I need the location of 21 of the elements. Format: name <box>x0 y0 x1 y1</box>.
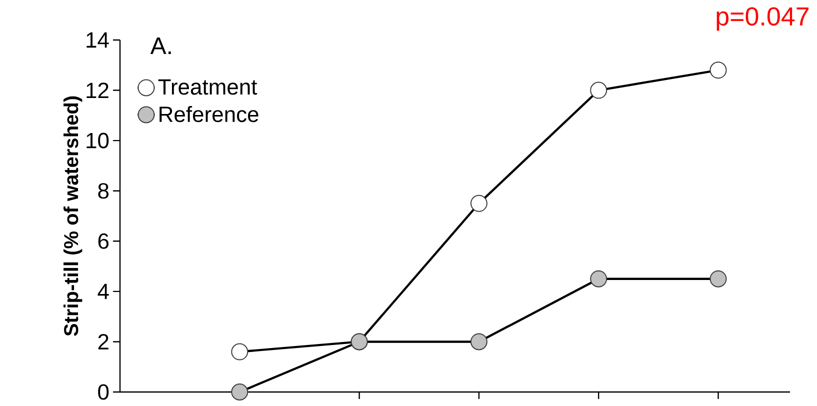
point <box>710 62 727 79</box>
y-tick-label: 2 <box>98 334 108 350</box>
point <box>470 194 488 212</box>
y-tick-label: 6 <box>98 233 109 249</box>
text: p=0.047 <box>716 7 808 31</box>
y-tick-label: 0 <box>98 384 109 400</box>
legend-label: Treatment <box>158 79 258 95</box>
point <box>231 343 248 360</box>
point <box>590 82 608 99</box>
y-tick-label: 12 <box>86 82 108 98</box>
chart-title: A. <box>150 38 171 54</box>
y-axis-title: Strip-till (% of watershed) <box>64 96 82 336</box>
y-tick-label: 14 <box>86 32 109 48</box>
point <box>590 270 608 288</box>
point <box>710 270 727 288</box>
y-tick-label: 8 <box>98 183 109 199</box>
legend-label: Reference <box>160 106 258 122</box>
y-tick-label: 10 <box>86 132 109 148</box>
y-tick-label: 4 <box>98 284 109 299</box>
point <box>231 384 248 400</box>
point <box>470 333 488 350</box>
